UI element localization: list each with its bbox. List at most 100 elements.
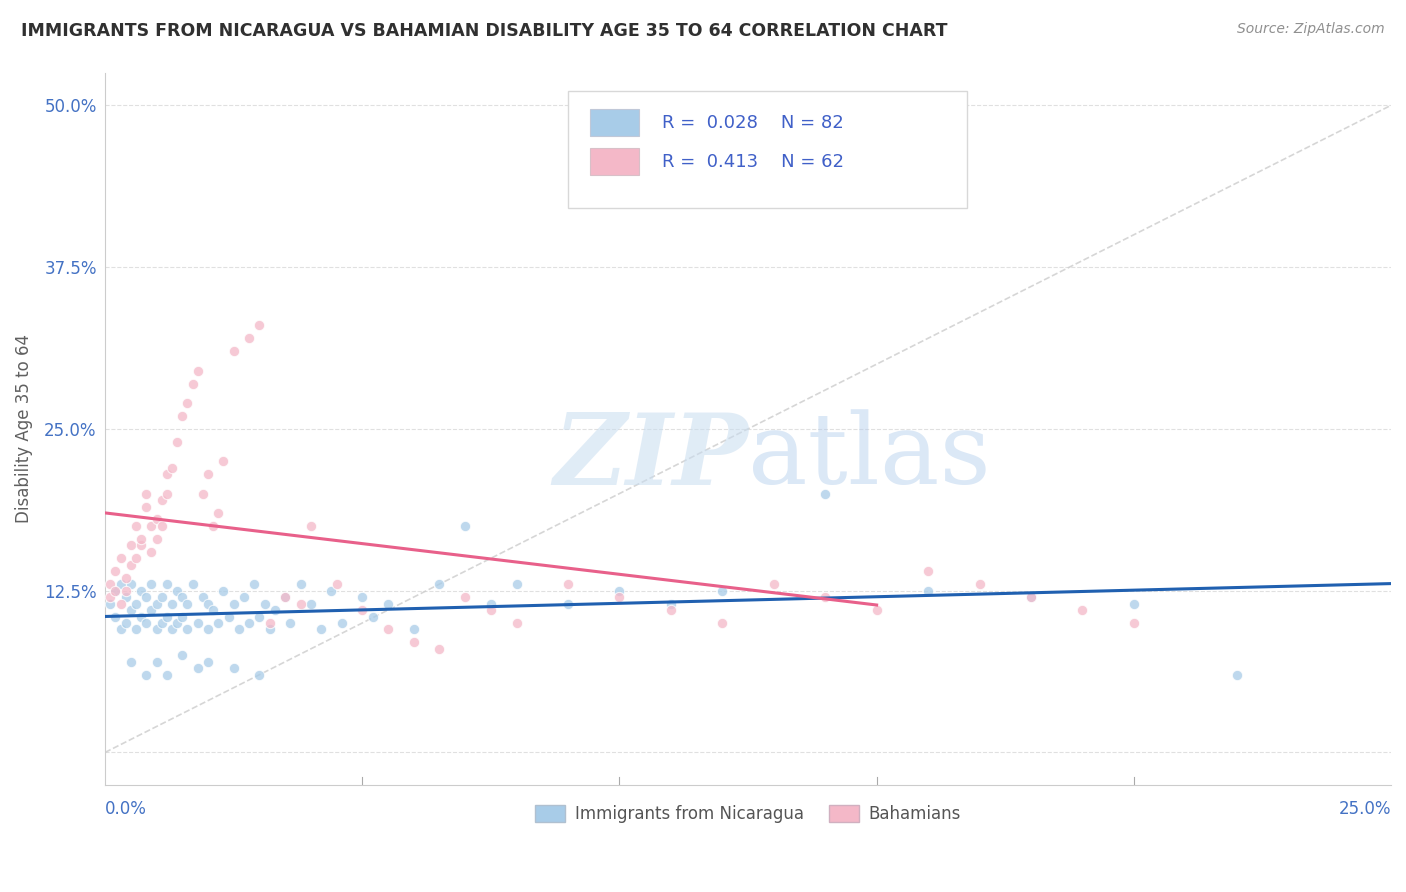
Point (299, 597, 322, 611)
Point (429, 577, 451, 591)
Point (361, 609, 384, 624)
Point (454, 519, 477, 533)
Point (135, 500, 157, 514)
Text: ZIP: ZIP (553, 409, 748, 506)
Point (145, 623, 167, 637)
Point (176, 623, 198, 637)
Point (160, 623, 183, 637)
Point (145, 532, 167, 546)
Point (222, 597, 245, 611)
Point (969, 577, 991, 591)
Point (150, 519, 173, 533)
Text: 0.0%: 0.0% (105, 800, 148, 818)
Point (321, 583, 343, 598)
Point (120, 558, 142, 572)
Point (176, 597, 198, 611)
Point (207, 506, 229, 520)
Point (135, 486, 157, 500)
Text: 25.0%: 25.0% (1339, 800, 1391, 818)
Point (110, 597, 132, 611)
Point (557, 597, 579, 611)
Point (141, 603, 163, 617)
Point (202, 519, 225, 533)
Point (98, 577, 121, 591)
Point (222, 661, 245, 675)
Point (197, 467, 219, 482)
Point (505, 577, 527, 591)
Point (762, 577, 785, 591)
Point (247, 667, 270, 681)
Point (278, 615, 301, 630)
Point (145, 512, 167, 526)
Point (150, 493, 173, 508)
Point (150, 615, 173, 630)
Point (104, 609, 127, 624)
Text: atlas: atlas (748, 409, 991, 505)
Point (263, 603, 285, 617)
Point (222, 344, 245, 359)
Point (187, 364, 209, 378)
Point (274, 590, 297, 604)
Point (150, 590, 173, 604)
Point (505, 615, 527, 630)
Point (135, 667, 157, 681)
Point (330, 615, 353, 630)
Text: R =  0.028    N = 82: R = 0.028 N = 82 (662, 114, 844, 132)
Point (814, 486, 837, 500)
Point (1226, 667, 1249, 681)
Point (104, 583, 127, 598)
Point (1019, 590, 1042, 604)
Point (197, 597, 219, 611)
Point (187, 661, 209, 675)
Point (197, 655, 219, 669)
Point (125, 623, 148, 637)
Point (135, 590, 157, 604)
Point (218, 609, 240, 624)
Point (166, 583, 188, 598)
Point (120, 603, 142, 617)
Point (557, 577, 579, 591)
Point (352, 603, 374, 617)
Point (429, 641, 451, 656)
Point (609, 583, 631, 598)
Point (479, 603, 502, 617)
Point (114, 590, 136, 604)
Point (172, 409, 194, 423)
Point (377, 623, 399, 637)
Point (1122, 615, 1144, 630)
Point (141, 545, 163, 559)
FancyBboxPatch shape (591, 110, 638, 136)
Point (659, 603, 682, 617)
Point (166, 615, 188, 630)
Point (402, 635, 425, 649)
FancyBboxPatch shape (568, 91, 967, 208)
Point (325, 577, 347, 591)
Point (156, 467, 179, 482)
Point (135, 615, 157, 630)
Point (377, 597, 399, 611)
Point (197, 623, 219, 637)
Point (243, 577, 266, 591)
Point (238, 615, 260, 630)
Point (98, 597, 121, 611)
Point (299, 519, 322, 533)
Point (156, 577, 179, 591)
Point (141, 519, 163, 533)
Point (176, 396, 198, 410)
Point (659, 597, 682, 611)
Point (228, 623, 250, 637)
Point (253, 597, 276, 611)
Point (114, 583, 136, 598)
Point (212, 454, 235, 468)
Point (711, 615, 734, 630)
Point (454, 590, 477, 604)
Point (207, 615, 229, 630)
Point (156, 667, 179, 681)
Point (290, 577, 312, 591)
Point (814, 590, 837, 604)
Point (274, 590, 297, 604)
Point (609, 590, 631, 604)
Y-axis label: Disability Age 35 to 64: Disability Age 35 to 64 (15, 334, 32, 524)
Point (125, 519, 148, 533)
Point (917, 564, 939, 578)
